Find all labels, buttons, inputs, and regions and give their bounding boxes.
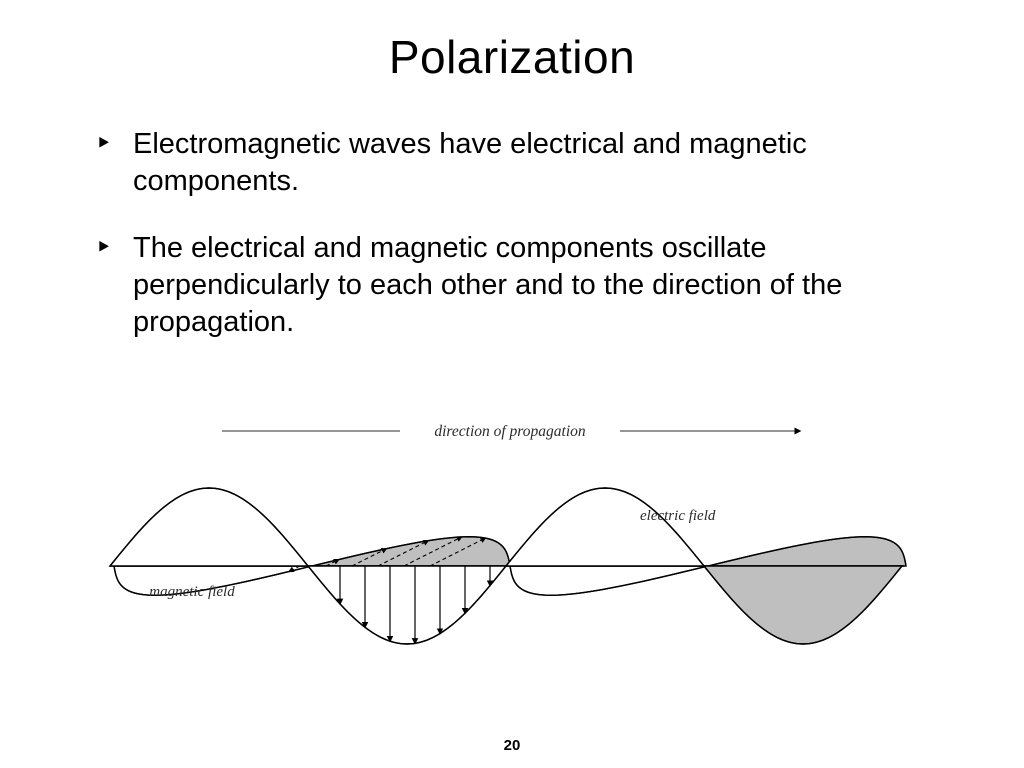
svg-text:magnetic field: magnetic field <box>149 584 235 600</box>
page-number: 20 <box>0 737 1024 754</box>
bullet-item: Electromagnetic waves have electrical an… <box>95 126 939 200</box>
svg-text:electric field: electric field <box>640 508 716 524</box>
svg-text:direction of propagation: direction of propagation <box>434 423 586 440</box>
bullet-item: The electrical and magnetic components o… <box>95 230 939 341</box>
em-wave-diagram: direction of propagation electric field ma… <box>100 418 920 708</box>
bullet-list: Electromagnetic waves have electrical an… <box>85 126 939 342</box>
slide-title: Polarization <box>85 30 939 84</box>
